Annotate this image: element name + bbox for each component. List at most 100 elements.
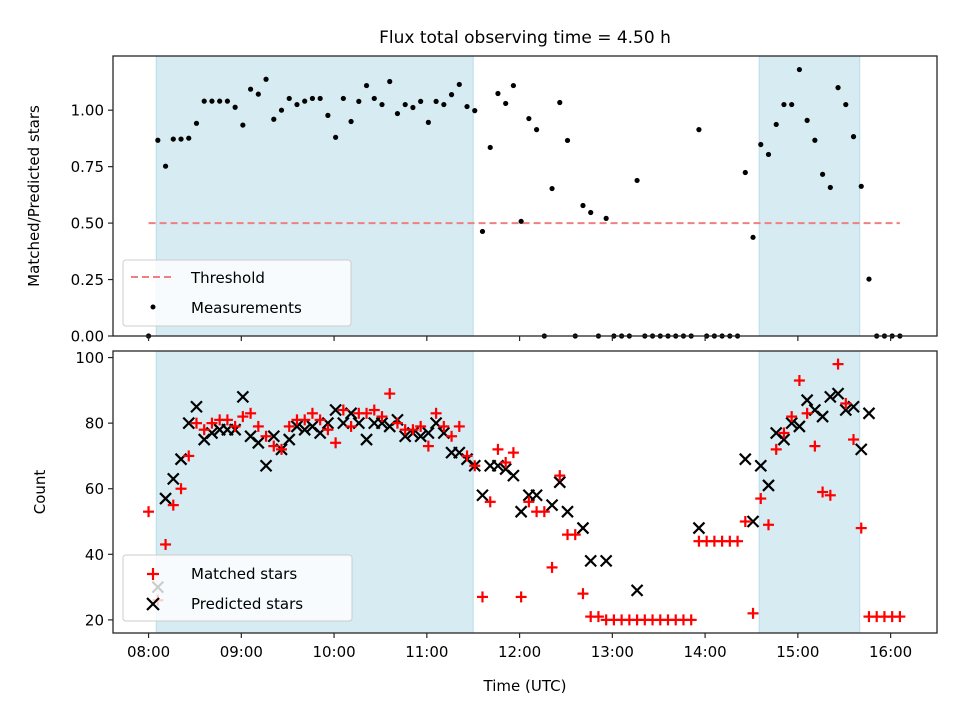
measurement-point [309, 95, 316, 102]
matched-stars-point [268, 440, 280, 452]
matched-stars-point [198, 424, 210, 436]
y-tick-label: 1.00 [71, 102, 104, 120]
matched-stars-point [160, 538, 172, 550]
matched-stars-point [685, 614, 697, 626]
matched-stars-point [546, 561, 558, 573]
matched-stars-point [206, 417, 218, 429]
predicted-stars-point [298, 423, 311, 436]
measurement-point [580, 202, 586, 209]
predicted-stars-point [854, 443, 868, 456]
matched-stars-point [314, 414, 326, 426]
predicted-stars-point [167, 472, 180, 486]
y-tick-label: 0.00 [71, 328, 104, 346]
x-tick-label: 08:00 [127, 643, 170, 661]
y-tick-label: 40 [85, 546, 104, 564]
predicted-stars-point [839, 403, 853, 417]
matched-stars-point [476, 591, 488, 603]
y-tick-label: 80 [85, 415, 104, 433]
matched-stars-point [577, 588, 589, 600]
matched-stars-point [183, 450, 195, 462]
matched-stars-point [755, 493, 767, 505]
matched-stars-point [840, 397, 852, 409]
matched-stars-point [817, 486, 829, 498]
matched-stars-point [894, 611, 906, 623]
threshold-legend-label: Threshold [190, 269, 265, 287]
measurement-point [843, 101, 849, 108]
measurement-point [425, 119, 431, 125]
measurement-point [340, 95, 346, 102]
predicted-stars-point [785, 416, 798, 430]
matched-stars-point [407, 424, 419, 436]
predicted-legend-marker [146, 597, 160, 611]
measurement-point [796, 66, 803, 73]
count-panel: 20 40 60 80 100 08:00 09:00 10:00 11:00 12:00 13:… [31, 349, 938, 695]
measurement-point [178, 136, 184, 142]
y-tick-label: 0.75 [71, 158, 104, 176]
matched-stars-point [276, 443, 288, 455]
measurement-point [750, 234, 756, 240]
count-y-axis-label: Count [31, 470, 49, 515]
ratio-y-axis-label: Matched/Predicted stars [25, 105, 43, 287]
x-tick-label: 15:00 [776, 643, 819, 661]
matched-stars-point [515, 591, 527, 603]
matched-stars-point [747, 607, 759, 619]
matched-stars-point [461, 450, 473, 462]
matched-stars-point [229, 420, 241, 432]
predicted-stars-point [252, 436, 265, 450]
matched-stars-point [322, 424, 334, 436]
count-legend: Matched stars Predicted stars [122, 554, 353, 622]
matched-stars-point [252, 420, 264, 432]
matched-stars-point [484, 496, 496, 508]
matched-stars-point [848, 434, 860, 446]
measurement-point [371, 95, 377, 102]
measurement-point [564, 137, 571, 144]
matched-stars-point [299, 414, 311, 426]
measurement-point [588, 209, 594, 216]
ratio-panel: Flux total observing time = 4.50 h 0.00 0… [25, 28, 938, 346]
measurement-point [456, 81, 462, 88]
measurement-point [448, 92, 455, 98]
matched-stars-point [538, 506, 550, 518]
matched-stars-point [143, 506, 155, 518]
measurement-point [858, 183, 864, 189]
measurement-point [317, 95, 323, 102]
predicted-stars-point [816, 410, 829, 423]
measurement-point [247, 86, 254, 92]
matched-stars-point [507, 447, 519, 459]
measurement-point [696, 127, 702, 133]
predicted-stars-point [824, 390, 837, 404]
predicted-stars-point [422, 426, 435, 440]
measurement-point [557, 99, 563, 106]
predicted-stars-point [360, 433, 373, 446]
x-tick-label: 10:00 [312, 643, 355, 661]
measurement-point [387, 78, 393, 85]
predicted-stars-point [584, 554, 597, 568]
measurement-point [302, 98, 308, 104]
y-tick-label: 20 [85, 611, 104, 629]
measurement-point [441, 101, 447, 108]
y-tick-label: 0.50 [71, 215, 104, 233]
predicted-legend-label: Predicted stars [191, 595, 303, 613]
measurement-point [866, 276, 872, 282]
predicted-stars-point [398, 429, 412, 443]
count-legend-box [122, 554, 353, 622]
predicted-stars-point [282, 433, 296, 446]
measurement-point [271, 116, 277, 122]
predicted-stars-point [754, 459, 768, 473]
matched-stars-point [345, 420, 357, 432]
predicted-stars-point [800, 393, 814, 407]
predicted-stars-point [190, 400, 203, 414]
matched-stars-point [167, 499, 179, 511]
matched-stars-point [384, 388, 396, 400]
predicted-stars-point [576, 521, 590, 535]
measurement-point [209, 98, 215, 104]
matched-stars-point [337, 404, 349, 416]
measurement-point [804, 117, 810, 123]
measurement-point [201, 98, 207, 104]
predicted-stars-point [182, 416, 196, 430]
matched-stars-point [492, 443, 504, 455]
measurement-point [278, 107, 285, 113]
measurement-point [789, 101, 795, 108]
x-axis-label: Time (UTC) [483, 677, 567, 695]
